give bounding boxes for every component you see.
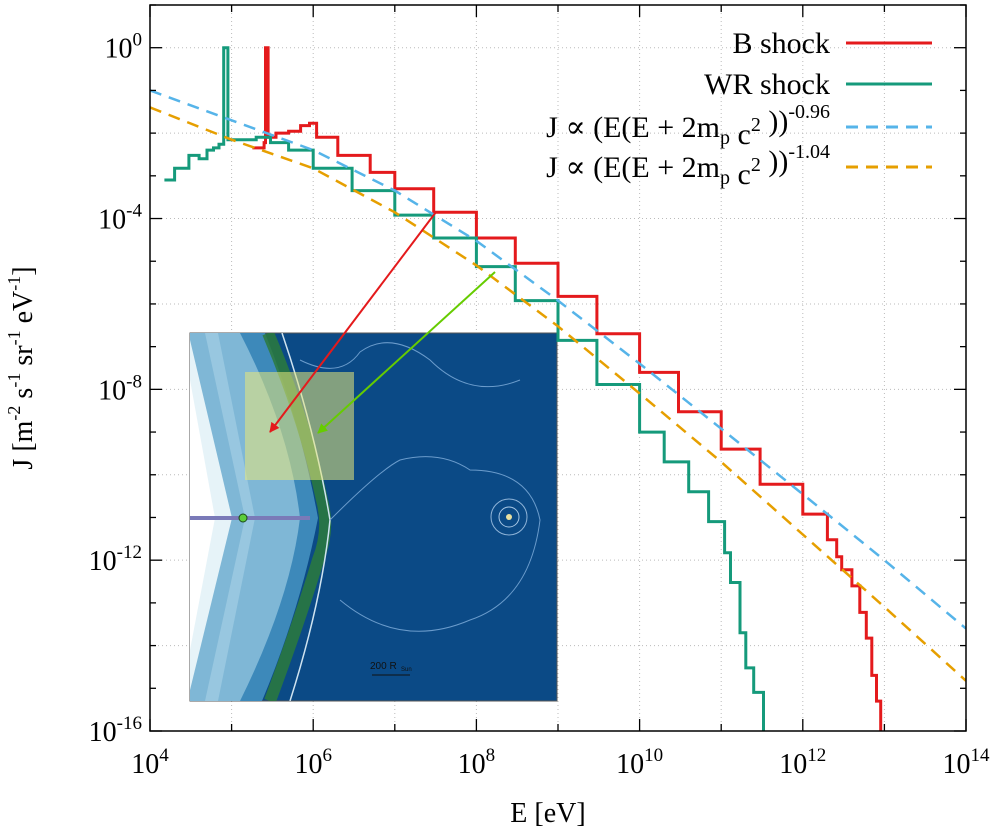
x-axis-label: E [eV] xyxy=(510,798,585,829)
series-line-1 xyxy=(164,46,765,731)
series-line-3 xyxy=(150,106,966,682)
y-tick-label: 10-12 xyxy=(89,542,142,577)
inset-scale-label: 200 R xyxy=(370,661,397,672)
series-line-2 xyxy=(150,89,966,630)
x-tick-label: 1014 xyxy=(943,745,991,780)
legend-entry-label: J ∝ (E(E + 2mp c2 ))-1.04 xyxy=(546,141,830,191)
inset-scale-sub: Sun xyxy=(401,667,412,673)
y-tick-label: 100 xyxy=(105,30,143,65)
y-tick-label: 10-16 xyxy=(89,713,142,748)
x-tick-label: 108 xyxy=(458,745,496,780)
ticks: 104 106 108 1010 1012 1014 100 10-4 10-8 10-12 10-… xyxy=(89,4,991,780)
series-group xyxy=(150,46,966,731)
inset-image: 200 R Sun xyxy=(189,332,558,702)
y-tick-label: 10-8 xyxy=(98,371,142,406)
arrow-wr-shock xyxy=(317,271,496,434)
x-tick-label: 1012 xyxy=(779,745,826,780)
legend-entry-label: J ∝ (E(E + 2mp c2 ))-0.96 xyxy=(546,101,830,151)
y-tick-label: 10-4 xyxy=(98,201,142,236)
x-tick-label: 106 xyxy=(294,745,332,780)
series-line-0 xyxy=(252,46,883,731)
legend-entry-label: B shock xyxy=(733,27,831,60)
arrow-b-shock xyxy=(269,211,437,433)
x-tick-label: 1010 xyxy=(616,745,663,780)
legend-entry-label: WR shock xyxy=(704,68,830,101)
y-axis-label: J [m-2 s-1 sr-1 eV-1] xyxy=(4,266,39,469)
x-tick-label: 104 xyxy=(131,745,169,780)
